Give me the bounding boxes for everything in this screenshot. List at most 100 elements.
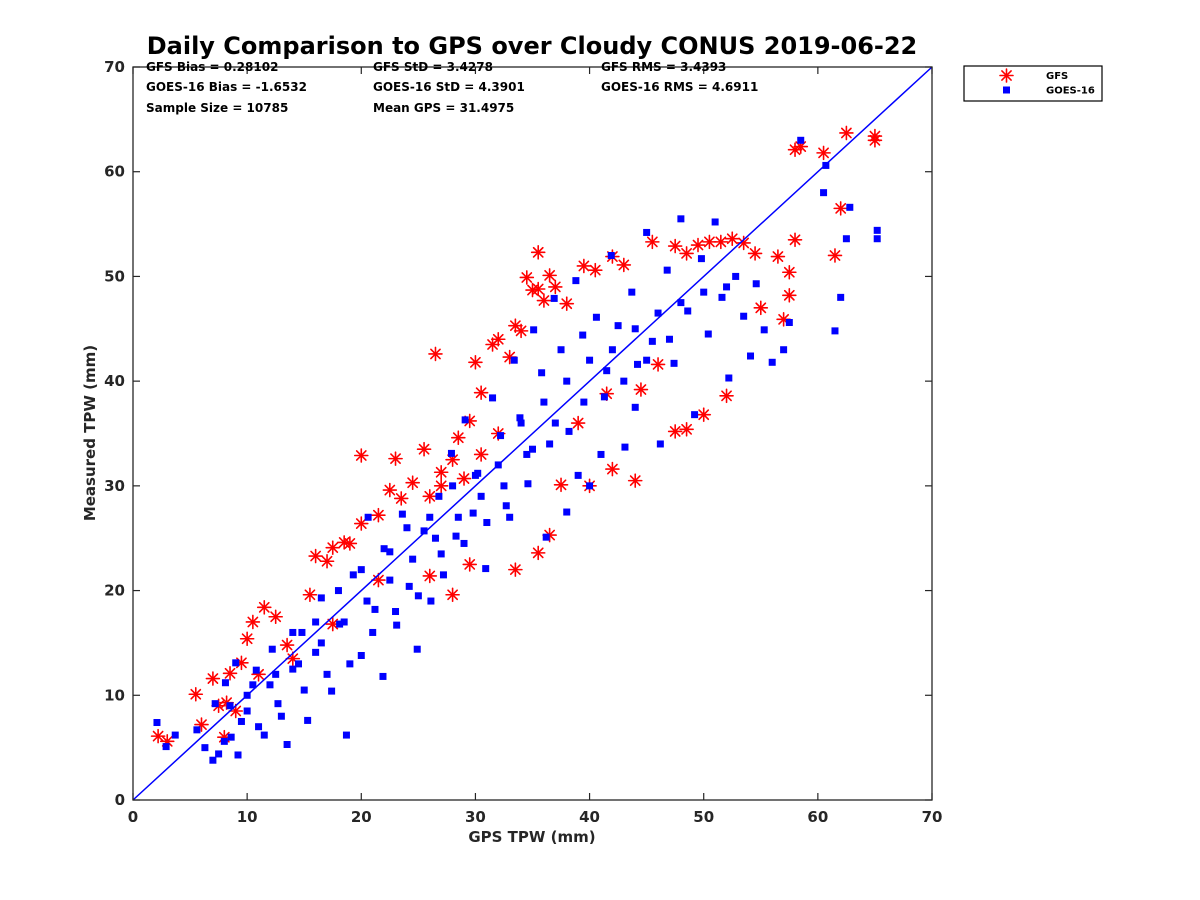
gfs-point xyxy=(530,245,546,260)
gfs-point xyxy=(353,516,369,531)
legend-gfs-marker xyxy=(999,68,1014,83)
gfs-point xyxy=(587,262,603,278)
goes16-point xyxy=(873,235,881,243)
goes16-point xyxy=(482,565,490,573)
goes16-point xyxy=(403,524,411,532)
goes16-point xyxy=(586,482,594,490)
goes16-point xyxy=(162,743,170,751)
goes16-point xyxy=(500,482,508,490)
gfs-point xyxy=(816,145,831,161)
gfs-point xyxy=(490,331,506,347)
goes16-point xyxy=(607,251,615,259)
goes16-point xyxy=(723,283,731,291)
goes16-point xyxy=(542,533,550,541)
goes16-point xyxy=(497,432,505,440)
gfs-point xyxy=(428,346,443,362)
goes16-point xyxy=(232,659,240,667)
goes16-point xyxy=(153,719,161,727)
gfs-point xyxy=(650,357,666,372)
gfs-point xyxy=(382,482,398,498)
goes16-point xyxy=(677,299,685,307)
goes16-point xyxy=(454,513,462,521)
goes16-point xyxy=(409,555,417,563)
goes16-point xyxy=(461,416,469,424)
stat-sample-size: Sample Size = 10785 xyxy=(146,101,288,115)
goes16-point xyxy=(831,327,839,335)
goes16-point xyxy=(820,189,828,197)
gfs-point xyxy=(702,234,717,250)
gfs-point xyxy=(747,246,763,261)
gfs-point xyxy=(519,270,535,285)
legend-box xyxy=(963,65,1103,102)
gfs-point xyxy=(353,448,369,463)
stat-gfs-std: GFS StD = 3.4278 xyxy=(373,60,493,74)
goes16-point xyxy=(201,744,209,752)
gfs-point xyxy=(787,232,803,248)
goes16-point xyxy=(691,411,699,419)
stats-block: GFS Bias = 0.28102 GFS StD = 3.4278 GFS … xyxy=(146,60,758,115)
goes16-point xyxy=(342,731,350,739)
goes16-point xyxy=(600,393,608,401)
goes16-point xyxy=(289,665,297,673)
x-tick-label: 70 xyxy=(922,808,943,826)
goes16-point xyxy=(386,576,394,584)
goes16-point xyxy=(614,322,622,330)
gfs-point xyxy=(645,234,660,250)
stat-gfs-rms: GFS RMS = 3.4393 xyxy=(601,60,726,74)
gfs-point xyxy=(724,231,740,247)
goes16-point xyxy=(431,534,439,542)
x-tick-label: 30 xyxy=(465,808,486,826)
stat-goes-rms: GOES-16 RMS = 4.6911 xyxy=(601,80,758,94)
gfs-point xyxy=(393,491,409,506)
goes16-point xyxy=(529,445,536,453)
goes16-point xyxy=(557,346,565,354)
x-tick-label: 50 xyxy=(693,808,714,826)
goes16-point xyxy=(209,756,217,764)
x-tick-label: 0 xyxy=(128,808,138,826)
gfs-point xyxy=(867,128,883,144)
y-tick-label: 60 xyxy=(104,163,125,181)
gfs-point xyxy=(256,600,272,615)
goes16-point xyxy=(266,681,274,689)
gfs-point xyxy=(462,557,478,572)
goes16-point xyxy=(502,502,510,510)
gfs-point xyxy=(667,424,683,439)
goes16-point xyxy=(597,450,605,458)
goes16-point xyxy=(312,618,320,626)
goes16-point xyxy=(272,670,280,678)
goes16-point xyxy=(289,628,297,636)
gfs-point xyxy=(787,142,803,158)
goes16-point xyxy=(621,443,629,451)
gfs-point xyxy=(319,553,335,569)
gfs-point xyxy=(782,264,797,280)
goes16-point xyxy=(634,360,642,368)
goes16-point xyxy=(439,571,447,579)
gfs-point xyxy=(205,671,221,686)
goes16-point xyxy=(469,509,477,517)
x-tick-label: 10 xyxy=(237,808,258,826)
goes16-point xyxy=(700,288,708,296)
goes16-point xyxy=(643,356,651,364)
gfs-point xyxy=(679,246,694,261)
goes16-point xyxy=(328,687,336,695)
gfs-point xyxy=(576,258,592,274)
ticks-layer: 0 10 20 30 40 50 60 70 0 10 20 30 40 50 60 70 xyxy=(104,58,942,826)
goes16-point xyxy=(363,597,371,605)
goes16-point xyxy=(393,621,401,629)
goes16-point xyxy=(452,532,460,540)
y-axis-label: Measured TPW (mm) xyxy=(81,345,99,521)
goes16-point xyxy=(837,293,845,301)
goes16-point xyxy=(603,367,611,375)
goes16-point xyxy=(386,548,394,556)
goes16-point xyxy=(747,352,755,360)
gfs-point xyxy=(770,249,786,264)
y-tick-label: 0 xyxy=(115,791,125,809)
goes16-point xyxy=(563,508,571,516)
gfs-point xyxy=(308,548,323,564)
gfs-point xyxy=(559,296,575,311)
goes16-point xyxy=(334,587,342,595)
goes16-point xyxy=(516,414,524,422)
gfs-point xyxy=(627,473,643,488)
y-tick-label: 50 xyxy=(104,267,125,285)
goes16-point xyxy=(572,277,580,285)
